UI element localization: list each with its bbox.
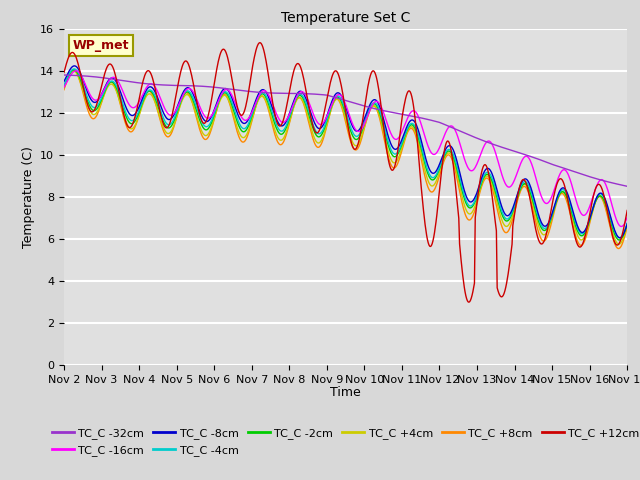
TC_C -2cm [129, 120, 137, 126]
TC_C +4cm [216, 98, 224, 104]
TC_C +8cm [71, 68, 79, 73]
Line: TC_C -16cm: TC_C -16cm [64, 71, 627, 227]
Line: TC_C -32cm: TC_C -32cm [64, 75, 627, 186]
TC_C -2cm [216, 96, 224, 101]
TC_C +12cm [60, 70, 68, 75]
TC_C -8cm [616, 235, 624, 240]
TC_C +12cm [415, 156, 422, 162]
TC_C +8cm [129, 128, 137, 133]
TC_C -8cm [623, 221, 631, 227]
TC_C -32cm [70, 72, 78, 78]
TC_C -4cm [415, 134, 422, 140]
TC_C -2cm [70, 67, 78, 73]
TC_C -4cm [60, 82, 68, 88]
TC_C +4cm [70, 68, 77, 74]
TC_C -4cm [623, 220, 631, 226]
TC_C +8cm [186, 94, 194, 99]
TC_C -8cm [60, 79, 68, 84]
TC_C -32cm [431, 118, 438, 124]
TC_C +8cm [615, 246, 623, 252]
TC_C -32cm [60, 72, 68, 78]
TC_C -16cm [72, 68, 79, 73]
TC_C +8cm [216, 97, 224, 103]
Line: TC_C +4cm: TC_C +4cm [64, 71, 627, 244]
Line: TC_C +12cm: TC_C +12cm [64, 43, 627, 302]
X-axis label: Time: Time [330, 386, 361, 399]
Y-axis label: Temperature (C): Temperature (C) [22, 146, 35, 248]
TC_C -2cm [616, 237, 623, 243]
TC_C -32cm [186, 83, 193, 89]
Line: TC_C +8cm: TC_C +8cm [64, 70, 627, 249]
TC_C -8cm [71, 63, 79, 69]
TC_C -2cm [60, 84, 68, 90]
TC_C -2cm [623, 221, 631, 227]
TC_C -2cm [415, 136, 422, 142]
TC_C +12cm [623, 207, 631, 213]
TC_C +4cm [431, 180, 439, 186]
TC_C -4cm [216, 95, 224, 101]
TC_C -8cm [70, 63, 78, 69]
Title: Temperature Set C: Temperature Set C [281, 11, 410, 25]
TC_C -16cm [129, 105, 137, 110]
TC_C +8cm [415, 145, 422, 151]
TC_C -2cm [71, 67, 79, 73]
TC_C +4cm [623, 223, 631, 228]
TC_C +12cm [186, 64, 193, 70]
TC_C -16cm [70, 69, 78, 74]
TC_C -16cm [431, 151, 439, 157]
TC_C -4cm [431, 173, 439, 179]
TC_C -8cm [129, 113, 137, 119]
TC_C -2cm [431, 175, 439, 181]
TC_C +12cm [128, 122, 136, 128]
TC_C +12cm [70, 51, 78, 57]
TC_C +4cm [60, 85, 68, 91]
TC_C -4cm [71, 66, 79, 72]
TC_C -16cm [216, 95, 224, 100]
TC_C +8cm [60, 87, 68, 93]
TC_C -4cm [129, 118, 137, 123]
TC_C -2cm [186, 91, 194, 97]
TC_C -16cm [60, 84, 68, 90]
TC_C +8cm [70, 67, 77, 72]
TC_C -4cm [186, 90, 194, 96]
TC_C -32cm [128, 79, 136, 85]
TC_C -4cm [616, 235, 623, 241]
TC_C +12cm [431, 225, 439, 230]
Legend: TC_C -32cm, TC_C -16cm, TC_C -8cm, TC_C -4cm, TC_C -2cm, TC_C +4cm, TC_C +8cm, T: TC_C -32cm, TC_C -16cm, TC_C -8cm, TC_C … [47, 424, 640, 460]
TC_C -16cm [623, 215, 631, 220]
TC_C -16cm [617, 224, 625, 229]
TC_C +4cm [71, 69, 79, 74]
TC_C -32cm [623, 183, 631, 189]
TC_C +4cm [415, 141, 422, 146]
TC_C -8cm [186, 86, 194, 92]
TC_C +4cm [129, 125, 137, 131]
Line: TC_C -4cm: TC_C -4cm [64, 69, 627, 238]
Line: TC_C -2cm: TC_C -2cm [64, 70, 627, 240]
TC_C +4cm [186, 95, 194, 100]
TC_C -16cm [415, 115, 422, 120]
TC_C +12cm [215, 55, 223, 61]
TC_C +4cm [615, 241, 623, 247]
TC_C +12cm [465, 300, 473, 305]
Line: TC_C -8cm: TC_C -8cm [64, 66, 627, 238]
TC_C -8cm [415, 129, 422, 135]
TC_C -4cm [70, 66, 78, 72]
TC_C +8cm [623, 224, 631, 229]
TC_C -8cm [431, 169, 439, 175]
TC_C +8cm [431, 185, 439, 191]
TC_C -32cm [215, 85, 223, 91]
TC_C +12cm [256, 40, 264, 46]
Text: WP_met: WP_met [72, 39, 129, 52]
TC_C -16cm [186, 86, 194, 92]
TC_C -32cm [414, 114, 422, 120]
TC_C -8cm [216, 92, 224, 98]
